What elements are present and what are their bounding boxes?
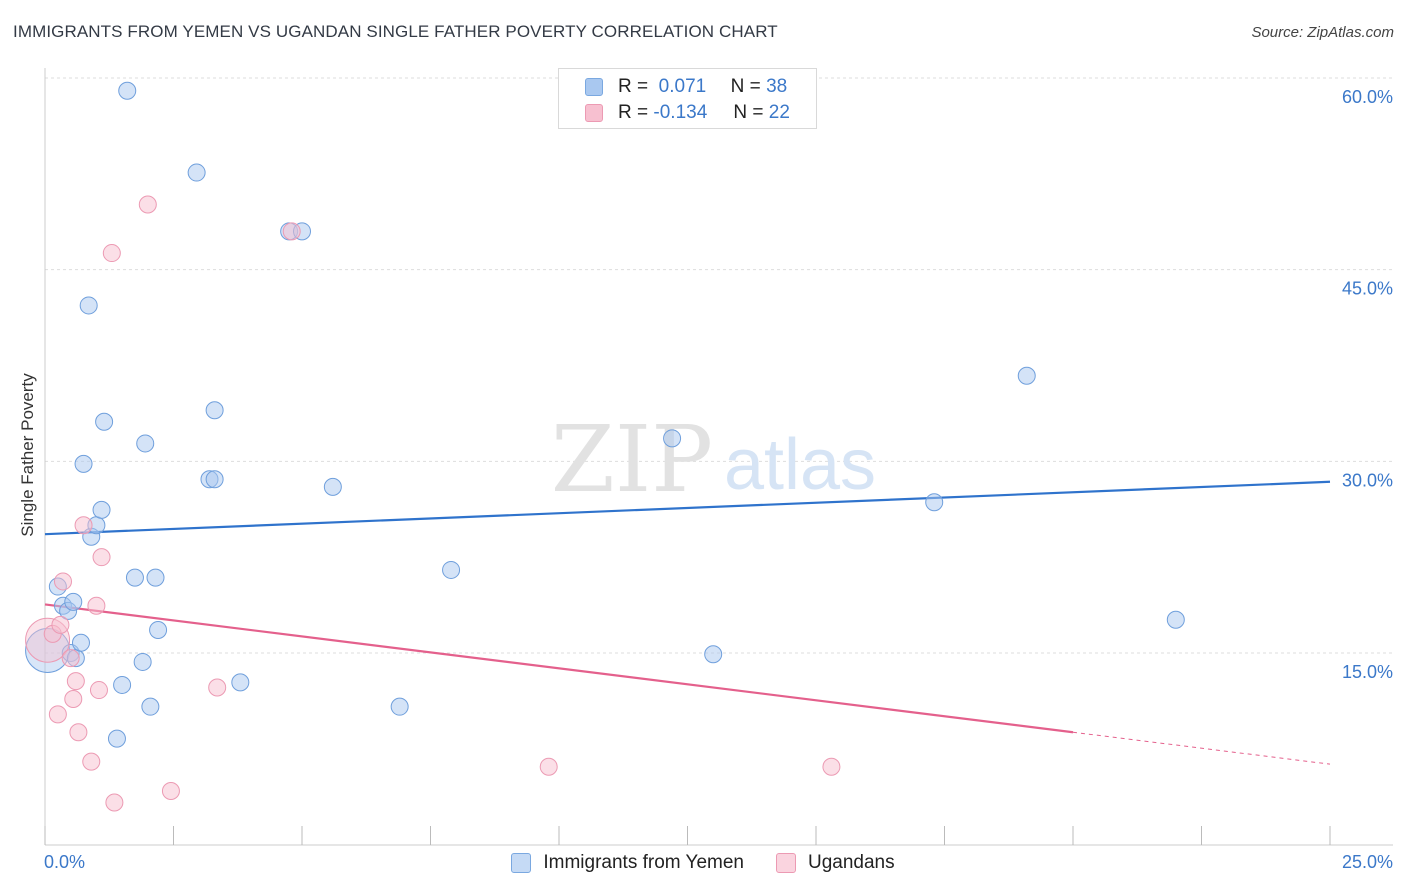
watermark-zip: ZIP (551, 406, 713, 513)
trend-line-yemen (44, 480, 1331, 536)
point-ugandans (822, 757, 841, 776)
point-yemen (205, 470, 224, 489)
legend-n-value: 38 (766, 76, 788, 97)
point-ugandans (92, 548, 111, 567)
point-ugandans (74, 516, 93, 535)
point-yemen (442, 560, 461, 579)
bottom-legend-swatch-yemen (511, 853, 532, 873)
trend-line-ugandans (44, 603, 1074, 734)
bottom-legend: Immigrants from Yemen Ugandans (0, 852, 1406, 874)
point-yemen (704, 645, 723, 664)
point-yemen (1166, 610, 1185, 629)
bottom-legend-label-yemen: Immigrants from Yemen (543, 852, 744, 873)
point-yemen (107, 729, 126, 748)
point-yemen (141, 697, 160, 716)
point-yemen (136, 434, 155, 453)
point-ugandans (48, 705, 67, 724)
y-tick-labels: 15.0% 30.0% 45.0% 60.0% (1342, 87, 1393, 682)
point-yemen (95, 412, 114, 431)
point-ugandans (61, 649, 80, 668)
legend-r-label: R = (618, 76, 649, 97)
point-yemen (118, 81, 137, 100)
bottom-legend-label-ugandans: Ugandans (808, 852, 895, 873)
series-yemen-points (25, 81, 1185, 748)
point-ugandans (66, 672, 85, 691)
point-yemen (231, 673, 250, 692)
point-yemen (149, 621, 168, 639)
legend-swatch-ugandans (585, 104, 603, 122)
point-ugandans (82, 752, 101, 771)
y-tick-label: 15.0% (1342, 662, 1393, 682)
source-label: Source: ZipAtlas.com (1251, 24, 1394, 41)
bottom-legend-ugandans[interactable]: Ugandans (776, 852, 895, 874)
legend-n-label: N = (733, 102, 764, 123)
point-yemen (71, 633, 90, 652)
point-ugandans (51, 615, 70, 634)
point-ugandans (539, 757, 558, 776)
trend-line-ugandans-extension (1072, 731, 1331, 765)
legend-row-yemen: R = 0.071 N = 38 (585, 75, 787, 99)
point-ugandans (69, 723, 88, 742)
point-yemen (74, 454, 93, 473)
grid-lines (45, 77, 1393, 654)
point-yemen (925, 493, 944, 512)
point-yemen (390, 697, 409, 716)
point-ugandans (282, 222, 301, 241)
legend-n-value: 22 (768, 102, 790, 123)
point-ugandans (89, 681, 108, 700)
axes (44, 68, 1393, 846)
point-ugandans (208, 678, 227, 697)
legend-row-ugandans: R = -0.134 N = 22 (585, 101, 790, 125)
point-ugandans (64, 690, 83, 708)
point-ugandans (105, 793, 124, 812)
trend-lines (44, 480, 1331, 765)
series-ugandans-points (25, 195, 841, 812)
y-tick-label: 45.0% (1342, 279, 1393, 299)
point-yemen (79, 296, 98, 315)
watermark-atlas: atlas (724, 425, 876, 505)
point-ugandans (87, 596, 106, 615)
point-ugandans (102, 244, 121, 263)
point-yemen (205, 401, 224, 420)
point-yemen (113, 675, 132, 694)
y-tick-label: 60.0% (1342, 87, 1393, 107)
legend-r-label: R = (618, 102, 649, 123)
point-yemen (64, 592, 83, 611)
point-yemen (133, 652, 152, 671)
point-yemen (323, 477, 342, 496)
point-yemen (146, 568, 165, 587)
point-yemen (1017, 366, 1036, 385)
bottom-legend-swatch-ugandans (776, 853, 796, 873)
legend: R = 0.071 N = 38 R = -0.134 N = 22 (558, 68, 817, 129)
y-tick-label: 30.0% (1342, 470, 1393, 490)
point-ugandans (53, 572, 72, 591)
x-axis-max-label: 25.0% (1341, 852, 1393, 872)
bottom-legend-yemen[interactable]: Immigrants from Yemen (511, 852, 744, 874)
point-yemen (125, 568, 144, 587)
x-axis-min-label: 0.0% (44, 852, 86, 872)
point-ugandans (161, 782, 180, 800)
legend-r-value: 0.071 (658, 76, 707, 97)
point-yemen (187, 163, 206, 182)
legend-n-label: N = (730, 76, 761, 97)
watermark: ZIP atlas (551, 406, 876, 513)
point-yemen (92, 500, 111, 519)
legend-swatch-yemen (585, 78, 603, 96)
legend-r-value: -0.134 (653, 102, 708, 123)
chart-title: IMMIGRANTS FROM YEMEN VS UGANDAN SINGLE … (13, 22, 778, 41)
point-ugandans (138, 195, 157, 214)
point-yemen (663, 429, 682, 448)
